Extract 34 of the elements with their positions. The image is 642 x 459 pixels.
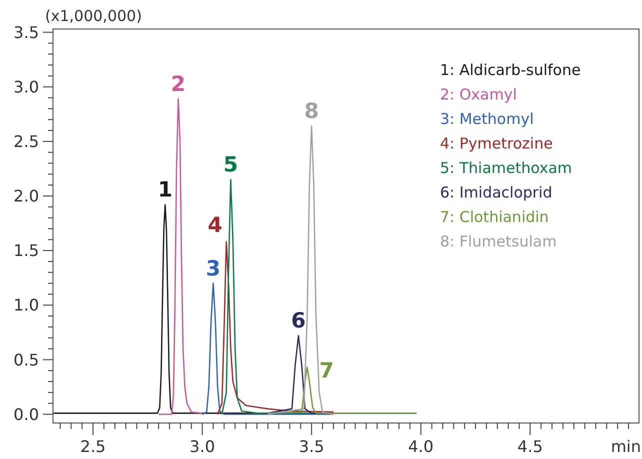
annotation: 4 <box>208 212 222 237</box>
line-series <box>202 282 334 415</box>
line-series <box>158 98 203 415</box>
x-axis-title: min <box>610 437 641 456</box>
annotation: 2 <box>170 72 186 96</box>
y-tick-label: 0.5 <box>14 350 39 370</box>
text: 8: Flumetsulam <box>440 232 557 250</box>
annotation: 1 <box>158 178 172 202</box>
y-tick-label: 1.0 <box>14 296 39 315</box>
x-tick-label: 3.0 <box>190 437 216 456</box>
y-tick-label: 2.5 <box>14 132 39 152</box>
text: 1: Aldicarb-sulfone <box>440 61 581 79</box>
y-tick-label: 3.5 <box>14 22 39 42</box>
x-tick-label: 3.5 <box>298 437 324 456</box>
text: 6: Imidacloprid <box>440 184 552 202</box>
y-tick-label: 1.5 <box>14 241 39 260</box>
annotation: 6 <box>291 308 306 333</box>
x-tick-label: 4.5 <box>517 437 543 456</box>
y-axis-title: (x1,000,000) <box>45 7 142 25</box>
text: 3: Methomyl <box>440 110 534 128</box>
annotation: 7 <box>319 358 334 382</box>
text: 7: Clothianidin <box>440 208 549 226</box>
annotation: 8 <box>304 99 319 124</box>
x-tick-label: 4.0 <box>408 437 434 456</box>
x-tick-label: 2.5 <box>80 437 106 456</box>
text: 2: Oxamyl <box>440 86 517 104</box>
y-tick-label: 3.0 <box>14 77 39 96</box>
y-tick-label: 2.0 <box>14 186 39 206</box>
y-tick-label: 0.0 <box>14 404 39 424</box>
text: 5: Thiamethoxam <box>440 159 572 177</box>
annotation: 5 <box>223 152 238 177</box>
annotation: 3 <box>206 256 221 280</box>
text: 4: Pymetrozine <box>440 134 553 152</box>
line-series <box>267 125 334 415</box>
